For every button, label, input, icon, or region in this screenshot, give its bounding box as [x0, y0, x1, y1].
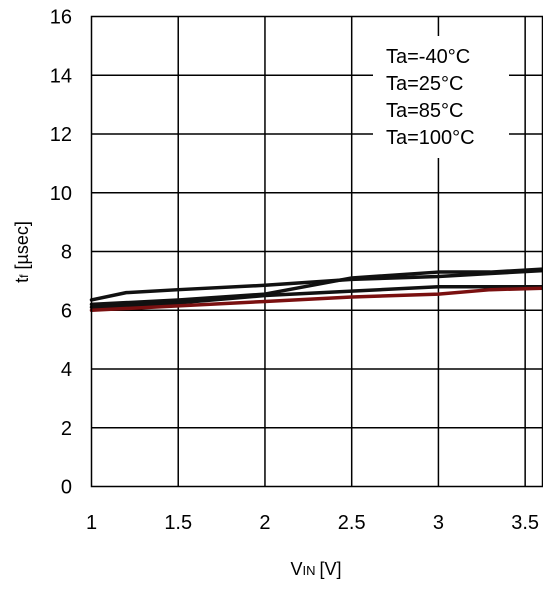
series-line-0	[89, 268, 543, 302]
y-tick-label: 4	[61, 359, 72, 381]
y-tick-label: 12	[50, 124, 72, 146]
series-line-3	[89, 286, 543, 312]
x-tick-label: 2.5	[338, 512, 366, 534]
legend-entry-ta-25: Ta=25°C	[386, 73, 464, 95]
y-axis-ticks: 0 2 4 6 8 10 12 14 16	[50, 7, 72, 499]
x-tick-label: 1	[86, 512, 97, 534]
y-tick-label: 14	[50, 65, 72, 87]
x-axis-ticks: 1 1.5 2 2.5 3 3.5	[86, 512, 539, 534]
y-tick-label: 2	[61, 418, 72, 440]
series	[89, 267, 543, 312]
y-tick-label: 0	[61, 477, 72, 499]
x-tick-label: 3	[433, 512, 444, 534]
y-tick-label: 6	[61, 300, 72, 322]
y-axis-title-unit: [µsec]	[12, 221, 32, 269]
legend-box	[373, 36, 509, 158]
y-axis-title-sub: f	[17, 274, 31, 278]
legend-entry-ta-85: Ta=85°C	[386, 100, 464, 122]
y-tick-label: 8	[61, 242, 72, 264]
y-tick-label: 10	[50, 183, 72, 205]
y-tick-label: 16	[50, 7, 72, 29]
x-tick-label: 2	[259, 512, 270, 534]
series-line-1	[89, 267, 543, 307]
x-tick-label: 1.5	[164, 512, 192, 534]
x-axis-title: VIN [V]	[290, 559, 341, 579]
x-axis-title-sub: IN	[303, 563, 316, 578]
x-axis-title-main: V	[290, 559, 302, 579]
x-axis-title-unit: [V]	[320, 559, 342, 579]
y-axis-title-main: t	[12, 278, 32, 283]
x-tick-label: 3.5	[511, 512, 539, 534]
y-axis-title: tf [µsec]	[12, 221, 32, 283]
legend: Ta=-40°C Ta=25°C Ta=85°C Ta=100°C	[373, 36, 509, 158]
legend-entry-ta-minus40: Ta=-40°C	[386, 46, 470, 68]
series-line-2	[89, 285, 543, 310]
legend-entry-ta-100: Ta=100°C	[386, 127, 475, 149]
